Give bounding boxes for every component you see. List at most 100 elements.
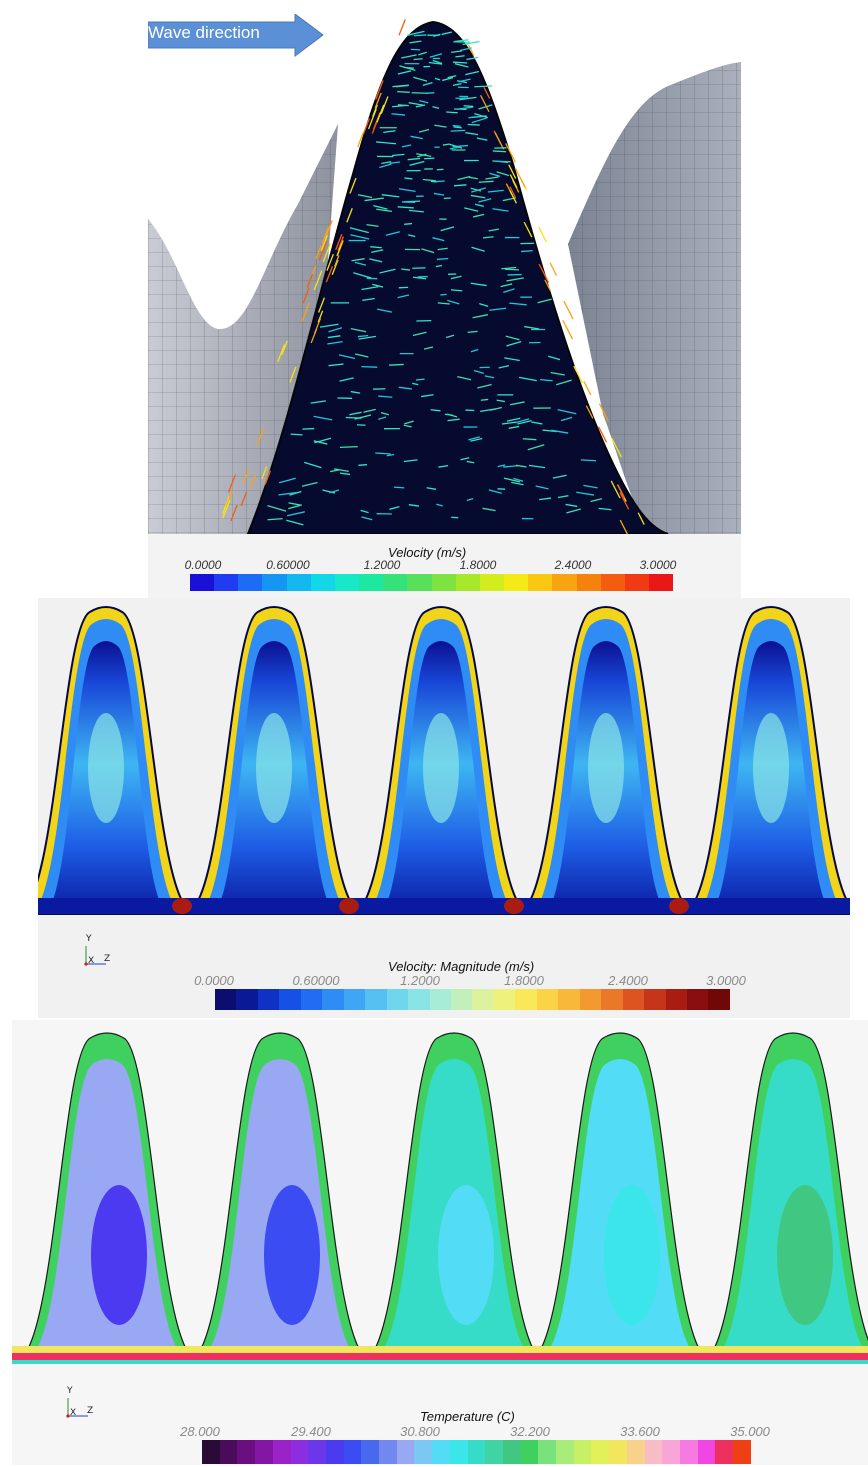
wave-base-band	[12, 1353, 868, 1360]
velocity-vector	[505, 143, 517, 163]
velocity-vector	[537, 298, 552, 304]
velocity-vector	[450, 275, 462, 280]
velocity-vector	[452, 124, 461, 127]
velocity-vector	[389, 506, 400, 510]
velocity-vector	[419, 100, 429, 104]
velocity-vector	[386, 453, 395, 457]
velocity-vector	[354, 261, 367, 266]
wave-direction-arrow-icon	[148, 14, 324, 57]
velocity-vector	[313, 270, 323, 291]
velocity-vector	[517, 420, 532, 425]
velocity-vector	[508, 425, 520, 429]
colorbar-swatch	[648, 574, 674, 591]
colorbar-swatch	[609, 1440, 627, 1464]
velocity-vector	[376, 141, 397, 145]
velocity-vector	[470, 348, 479, 353]
velocity-vector	[225, 490, 234, 508]
velocity-vector	[367, 108, 377, 130]
velocity-vector	[478, 180, 494, 183]
colorbar-swatch	[472, 989, 494, 1010]
velocity-vector	[506, 277, 524, 282]
velocity-vector	[566, 508, 581, 514]
velocity-vector	[369, 258, 383, 263]
colorbar-tick: 28.000	[180, 1424, 220, 1439]
velocity-vector	[376, 104, 385, 123]
velocity-vector	[412, 276, 427, 280]
velocity-vector	[637, 512, 645, 525]
colorbar-swatch	[686, 989, 709, 1010]
velocity-vector	[222, 496, 231, 514]
velocity-vector	[619, 492, 630, 510]
velocity-vector	[505, 335, 520, 341]
wave-contour-band	[256, 713, 292, 823]
colorbar-swatch	[679, 1440, 698, 1464]
colorbar-swatch	[322, 989, 344, 1010]
velocity-vector	[356, 424, 366, 426]
velocity-vector	[518, 376, 537, 382]
velocity-vector	[531, 421, 543, 425]
velocity-vector	[454, 63, 469, 68]
velocity-vector	[366, 223, 379, 227]
colorbar-swatch	[662, 1440, 680, 1464]
colorbar-swatch	[272, 1440, 291, 1464]
velocity-vector	[590, 498, 603, 503]
velocity-vector	[335, 233, 343, 250]
wave-base-band	[12, 1360, 868, 1364]
colorbar-swatch	[576, 574, 601, 591]
colorbar-tick: 3.0000	[706, 973, 746, 988]
velocity-vector	[412, 331, 427, 337]
velocity-vector	[451, 50, 463, 54]
velocity-vector	[286, 519, 304, 526]
colorbar-swatch	[255, 1440, 273, 1464]
colorbar-swatch	[733, 1440, 751, 1464]
velocity-vector	[565, 503, 578, 508]
velocity-vector	[494, 132, 505, 150]
velocity-vector	[548, 355, 561, 361]
colorbar-swatch	[467, 1440, 486, 1464]
velocity-vector	[350, 234, 370, 240]
velocity-vector	[422, 178, 436, 182]
velocity-vector	[319, 323, 339, 328]
wave-base-band	[38, 898, 850, 914]
velocity-vector	[454, 39, 469, 43]
velocity-vector	[509, 302, 527, 306]
velocity-vector	[598, 507, 612, 511]
velocity-vector	[376, 308, 392, 313]
velocity-vector	[583, 381, 592, 396]
velocity-vector	[580, 459, 597, 462]
velocity-vector	[435, 180, 445, 183]
velocity-vector	[408, 504, 420, 507]
colorbar-swatch	[558, 989, 580, 1010]
velocity-vector	[509, 186, 516, 198]
velocity-vector	[472, 314, 489, 319]
velocity-vector	[466, 56, 479, 61]
velocity-magnitude-panel: Y X Z Velocity: Magnitude (m/s) 0.0000 0…	[38, 598, 850, 1018]
colorbar-swatch	[573, 1440, 592, 1464]
velocity-vector	[397, 90, 410, 93]
colorbar-swatch	[383, 574, 408, 591]
velocity-vector	[302, 287, 310, 304]
velocity-vector	[504, 357, 520, 362]
velocity-vector	[465, 70, 480, 76]
velocity-vector	[267, 504, 287, 512]
wave-trough-hotspot	[339, 898, 359, 914]
velocity-vector	[489, 172, 501, 177]
velocity-vector	[363, 408, 376, 413]
velocity-vector	[334, 468, 349, 472]
colorbar-swatch	[386, 989, 409, 1010]
velocity-vector	[383, 130, 396, 133]
colorbar-swatch	[644, 1440, 663, 1464]
velocity-vector	[470, 437, 483, 442]
velocity-vector	[549, 262, 558, 276]
velocity-vector	[360, 509, 369, 514]
velocity-vector	[421, 394, 434, 398]
wave-outline	[38, 606, 197, 915]
colorbar-swatch	[432, 1440, 450, 1464]
velocity-vector	[434, 77, 441, 81]
axis-x-label: X	[70, 1408, 77, 1418]
velocity-vector	[278, 477, 296, 484]
colorbar-tick: 0.0000	[184, 558, 222, 572]
velocity-vector	[376, 208, 393, 213]
velocity-vector	[470, 187, 482, 192]
velocity-vector	[287, 511, 305, 517]
